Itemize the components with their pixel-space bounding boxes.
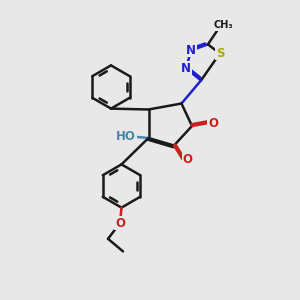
Text: O: O [115,217,125,230]
Text: HO: HO [116,130,136,143]
Text: N: N [181,62,191,75]
Text: S: S [216,47,224,60]
Text: N: N [186,44,196,57]
Text: O: O [208,116,218,130]
Text: CH₃: CH₃ [214,20,234,30]
Text: O: O [182,153,193,167]
